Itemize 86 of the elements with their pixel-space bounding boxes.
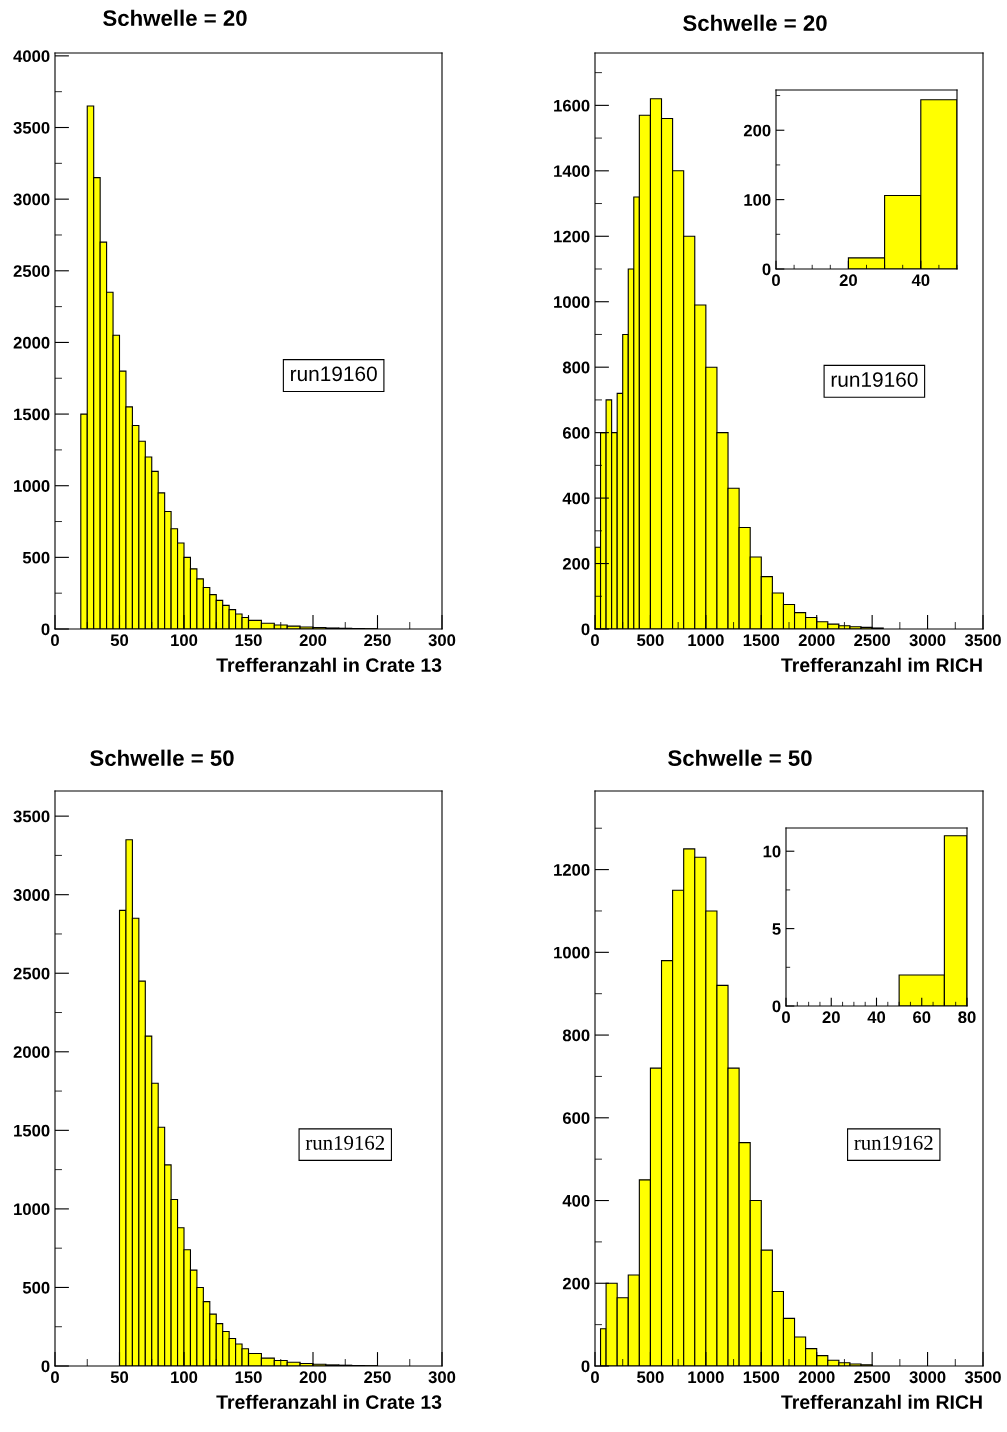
x-tick-label: 2500: [854, 1371, 890, 1384]
y-tick-label: 2500: [13, 265, 50, 277]
y-tick-label: 3000: [13, 889, 50, 901]
x-tick-label: 300: [428, 634, 456, 647]
x-tick-label: 200: [299, 1371, 327, 1384]
y-tick-label: 200: [743, 124, 771, 137]
y-tick-label: 1000: [14, 480, 50, 492]
y-tick-label: 0: [772, 1000, 781, 1013]
chart-title: Schwelle = 50: [90, 749, 234, 766]
chart-title: Schwelle = 20: [683, 14, 827, 31]
y-tick-label: 500: [22, 551, 50, 564]
y-tick-label: 3500: [13, 121, 50, 134]
x-tick-label: 500: [637, 634, 664, 647]
x-axis-title: Trefferanzahl in Crate 13: [216, 1394, 442, 1410]
y-tick-label: 2000: [13, 1046, 50, 1058]
x-axis-title: Trefferanzahl im RICH: [781, 657, 982, 673]
x-tick-label: 3000: [909, 1371, 946, 1384]
y-tick-label: 0: [41, 1360, 50, 1373]
annotation: run19162: [305, 1135, 385, 1150]
y-tick-label: 2000: [13, 336, 50, 349]
y-tick-label: 0: [41, 623, 50, 636]
y-tick-label: 600: [562, 1112, 590, 1124]
y-tick-label: 800: [562, 361, 590, 374]
y-tick-label: 600: [562, 427, 590, 439]
x-tick-label: 0: [51, 634, 59, 647]
y-tick-label: 1200: [554, 230, 590, 243]
x-tick-label: 20: [822, 1011, 840, 1024]
y-tick-label: 400: [562, 492, 590, 505]
x-tick-label: 60: [913, 1011, 931, 1024]
x-tick-label: 150: [235, 1371, 262, 1384]
x-tick-label: 80: [958, 1011, 976, 1024]
x-tick-label: 3500: [964, 1371, 1001, 1384]
x-tick-label: 500: [637, 1371, 664, 1384]
x-tick-label: 250: [364, 1371, 391, 1384]
x-tick-label: 40: [911, 274, 930, 287]
y-tick-label: 200: [562, 557, 590, 570]
x-tick-label: 100: [171, 634, 198, 647]
y-tick-label: 1200: [554, 864, 590, 876]
y-tick-label: 3000: [13, 193, 50, 206]
x-tick-label: 2000: [798, 634, 835, 647]
x-tick-label: 1000: [688, 1371, 724, 1384]
x-tick-label: 2500: [854, 634, 890, 647]
y-tick-label: 0: [762, 263, 771, 276]
y-tick-label: 1000: [554, 946, 590, 959]
chart-title: Schwelle = 50: [668, 749, 812, 766]
y-tick-label: 5: [772, 923, 781, 935]
x-tick-label: 40: [867, 1011, 886, 1024]
y-tick-label: 3500: [13, 810, 50, 823]
y-tick-label: 1500: [14, 1124, 50, 1137]
y-tick-label: 100: [744, 194, 771, 206]
y-tick-label: 1000: [14, 1203, 50, 1216]
y-tick-label: 400: [562, 1194, 590, 1207]
x-tick-label: 0: [782, 1011, 790, 1024]
y-tick-label: 800: [562, 1029, 590, 1042]
y-tick-label: 0: [581, 1360, 590, 1373]
x-tick-label: 200: [299, 634, 327, 647]
x-axis-title: Trefferanzahl in Crate 13: [216, 657, 442, 673]
y-tick-label: 500: [22, 1281, 50, 1294]
x-tick-label: 0: [591, 1371, 599, 1384]
y-tick-label: 1500: [14, 408, 50, 421]
x-tick-label: 250: [364, 634, 391, 647]
annotation: run19162: [854, 1135, 933, 1150]
x-tick-label: 0: [591, 634, 599, 647]
y-tick-label: 1600: [554, 99, 590, 112]
x-tick-label: 150: [235, 634, 262, 647]
x-tick-label: 0: [51, 1371, 59, 1384]
x-tick-label: 50: [110, 634, 129, 647]
x-tick-label: 1000: [688, 634, 724, 647]
annotation: run19160: [291, 366, 377, 382]
x-tick-label: 100: [171, 1371, 198, 1384]
x-tick-label: 20: [839, 274, 857, 287]
x-tick-label: 300: [428, 1371, 456, 1384]
x-axis-title: Trefferanzahl im RICH: [781, 1394, 982, 1410]
x-tick-label: 3000: [909, 634, 946, 647]
annotation: run19160: [831, 372, 918, 387]
y-tick-label: 4000: [13, 50, 50, 63]
y-tick-label: 1000: [554, 296, 590, 308]
y-tick-label: 0: [581, 623, 590, 636]
y-tick-label: 10: [763, 845, 781, 858]
y-tick-label: 200: [562, 1277, 590, 1290]
x-tick-label: 2000: [798, 1371, 835, 1384]
chart-title: Schwelle = 20: [103, 9, 247, 26]
y-tick-label: 2500: [13, 967, 50, 980]
x-tick-label: 50: [110, 1371, 129, 1384]
y-tick-label: 1400: [554, 165, 590, 178]
x-tick-label: 3500: [964, 634, 1001, 647]
